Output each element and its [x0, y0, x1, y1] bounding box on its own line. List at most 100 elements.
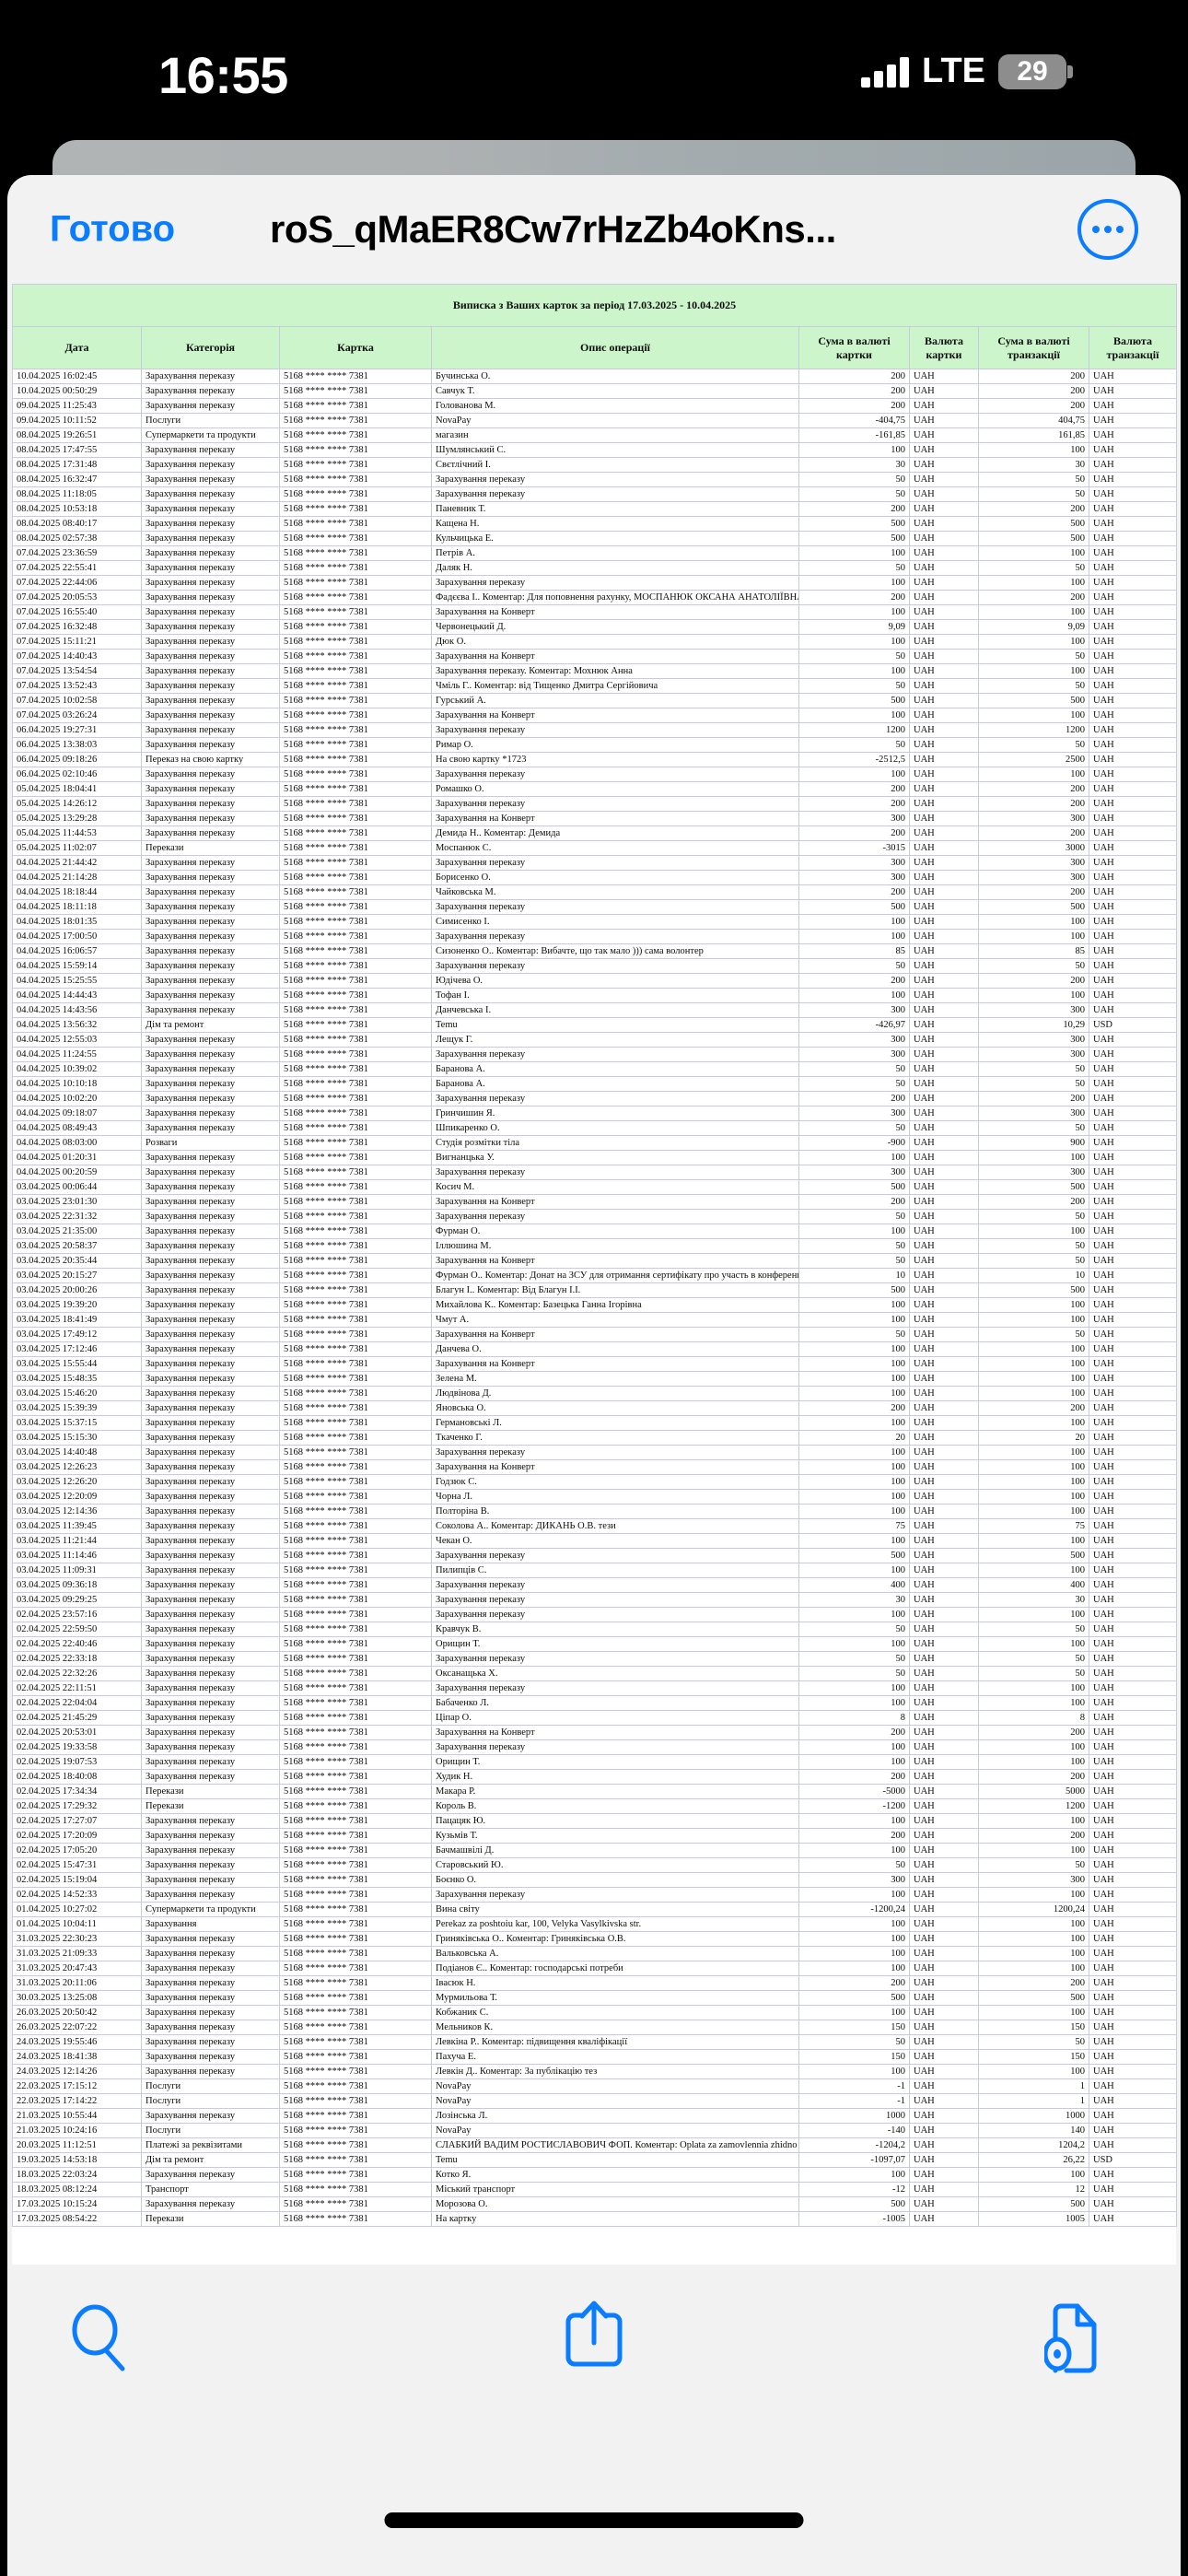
cell-category: Зарахування переказу	[141, 1563, 280, 1578]
cell-amount-card: 100	[798, 1297, 910, 1313]
cell-amount-card: 30	[798, 1592, 910, 1608]
cell-category: Зарахування переказу	[141, 1474, 280, 1490]
cell-card: 5168 **** **** 7381	[279, 604, 432, 620]
table-row: 04.04.2025 14:43:56 Зарахування переказу 5…	[12, 1002, 1177, 1018]
cell-date: 03.04.2025 22:31:32	[12, 1209, 142, 1224]
cell-currency-card: UAH	[909, 2123, 979, 2138]
table-row: 03.04.2025 15:37:15 Зарахування переказу 5…	[12, 1415, 1177, 1431]
cell-amount-card: 9,09	[798, 619, 910, 635]
cell-amount-txn: 200	[978, 383, 1089, 399]
cell-amount-txn: 50	[978, 737, 1089, 753]
cell-date: 31.03.2025 20:47:43	[12, 1961, 142, 1976]
cell-category: Зарахування переказу	[141, 1739, 280, 1755]
cell-amount-txn: 50	[978, 1209, 1089, 1224]
cell-card: 5168 **** **** 7381	[279, 1253, 432, 1269]
cell-amount-card: 100	[798, 1371, 910, 1387]
cell-amount-card: 100	[798, 1887, 910, 1903]
cell-category: Зарахування переказу	[141, 1091, 280, 1107]
cell-description: NovaPay	[431, 2078, 799, 2094]
cell-amount-card: 200	[798, 1828, 910, 1844]
search-icon[interactable]	[26, 2283, 173, 2394]
cell-date: 10.04.2025 00:50:29	[12, 383, 142, 399]
cell-card: 5168 **** **** 7381	[279, 1754, 432, 1770]
cell-category: Зарахування переказу	[141, 1725, 280, 1740]
cell-category: Зарахування переказу	[141, 855, 280, 871]
share-icon[interactable]	[520, 2283, 668, 2394]
cell-currency-txn: UAH	[1089, 899, 1177, 915]
cell-amount-txn: 200	[978, 1400, 1089, 1416]
cell-amount-card: 75	[798, 1518, 910, 1534]
cell-date: 03.04.2025 12:26:20	[12, 1474, 142, 1490]
table-row: 08.04.2025 08:40:17 Зарахування переказу 5…	[12, 516, 1177, 532]
table-row: 07.04.2025 23:36:59 Зарахування переказу 5…	[12, 545, 1177, 561]
cell-currency-txn: UAH	[1089, 1386, 1177, 1401]
cell-currency-card: UAH	[909, 1887, 979, 1903]
network-type-label: LTE	[922, 52, 985, 90]
cell-amount-txn: 100	[978, 1607, 1089, 1622]
cell-card: 5168 **** **** 7381	[279, 369, 432, 384]
cell-currency-txn: UAH	[1089, 722, 1177, 738]
cell-description: СЛАБКИЙ ВАДИМ РОСТИСЛАВОВИЧ ФОП. Комента…	[431, 2137, 799, 2153]
status-bar-indicators: LTE 29	[861, 52, 1073, 91]
cell-amount-txn: 200	[978, 1194, 1089, 1210]
table-row: 07.04.2025 13:52:43 Зарахування переказу 5…	[12, 678, 1177, 694]
cell-currency-txn: UAH	[1089, 634, 1177, 650]
cell-description: Голованова М.	[431, 398, 799, 414]
cell-currency-card: UAH	[909, 2049, 979, 2065]
cell-amount-txn: 200	[978, 781, 1089, 797]
cell-date: 04.04.2025 13:56:32	[12, 1017, 142, 1033]
cell-description: Дюк О.	[431, 634, 799, 650]
cell-description: Борисенко О.	[431, 870, 799, 885]
cell-card: 5168 **** **** 7381	[279, 1371, 432, 1387]
table-row: 03.04.2025 15:55:44 Зарахування переказу 5…	[12, 1356, 1177, 1372]
cell-category: Зарахування переказу	[141, 1120, 280, 1136]
document-scroll-area[interactable]: Виписка з Ваших карток за період 17.03.2…	[7, 284, 1181, 2265]
cell-amount-txn: 200	[978, 1091, 1089, 1107]
cell-description: Зарахування переказу	[431, 929, 799, 944]
ellipsis-circle-icon[interactable]	[1077, 199, 1138, 260]
cell-amount-txn: 30	[978, 457, 1089, 473]
cell-currency-txn: UAH	[1089, 619, 1177, 635]
cell-description: Зарахування переказу	[431, 1887, 799, 1903]
cell-amount-txn: 100	[978, 1459, 1089, 1475]
cell-amount-txn: 50	[978, 649, 1089, 664]
cell-description: Савчук Т.	[431, 383, 799, 399]
cell-amount-txn: 50	[978, 472, 1089, 487]
cell-currency-card: UAH	[909, 1017, 979, 1033]
cell-category: Зарахування переказу	[141, 1047, 280, 1062]
cell-amount-txn: 200	[978, 796, 1089, 812]
cell-date: 04.04.2025 16:06:57	[12, 943, 142, 959]
cell-amount-card: -5000	[798, 1784, 910, 1799]
cell-amount-card: -1097,07	[798, 2152, 910, 2168]
cell-card: 5168 **** **** 7381	[279, 693, 432, 708]
cell-category: Зарахування переказу	[141, 501, 280, 517]
cell-card: 5168 **** **** 7381	[279, 1843, 432, 1858]
cell-date: 02.04.2025 23:57:16	[12, 1607, 142, 1622]
cell-amount-txn: 10,29	[978, 1017, 1089, 1033]
markup-pen-icon[interactable]	[1001, 2283, 1148, 2394]
cell-card: 5168 **** **** 7381	[279, 2108, 432, 2124]
cell-currency-card: UAH	[909, 693, 979, 708]
cell-currency-txn: UAH	[1089, 2167, 1177, 2183]
cell-currency-txn: UAH	[1089, 693, 1177, 708]
table-row: 08.04.2025 02:57:38 Зарахування переказу 5…	[12, 531, 1177, 546]
cell-date: 05.04.2025 11:02:07	[12, 840, 142, 856]
cell-amount-card: 300	[798, 1002, 910, 1018]
cell-currency-card: UAH	[909, 1798, 979, 1814]
cell-date: 31.03.2025 20:11:06	[12, 1975, 142, 1991]
cell-amount-txn: 50	[978, 560, 1089, 576]
cell-amount-txn: 100	[978, 1946, 1089, 1961]
cell-description: Зарахування на Конверт	[431, 1459, 799, 1475]
cell-currency-card: UAH	[909, 398, 979, 414]
cell-amount-card: 200	[798, 1091, 910, 1107]
done-button[interactable]: Готово	[50, 208, 176, 250]
column-header-amount-txn: Сума в валюті транзакції	[978, 326, 1089, 369]
cell-amount-card: 50	[798, 1651, 910, 1667]
cell-amount-txn: 100	[978, 1341, 1089, 1357]
table-row: 31.03.2025 20:11:06 Зарахування переказу 5…	[12, 1975, 1177, 1991]
cell-card: 5168 **** **** 7381	[279, 1297, 432, 1313]
cell-card: 5168 **** **** 7381	[279, 1872, 432, 1888]
cell-category: Зарахування переказу	[141, 2196, 280, 2212]
cell-description: Червонецький Д.	[431, 619, 799, 635]
cell-currency-txn: UAH	[1089, 1946, 1177, 1961]
